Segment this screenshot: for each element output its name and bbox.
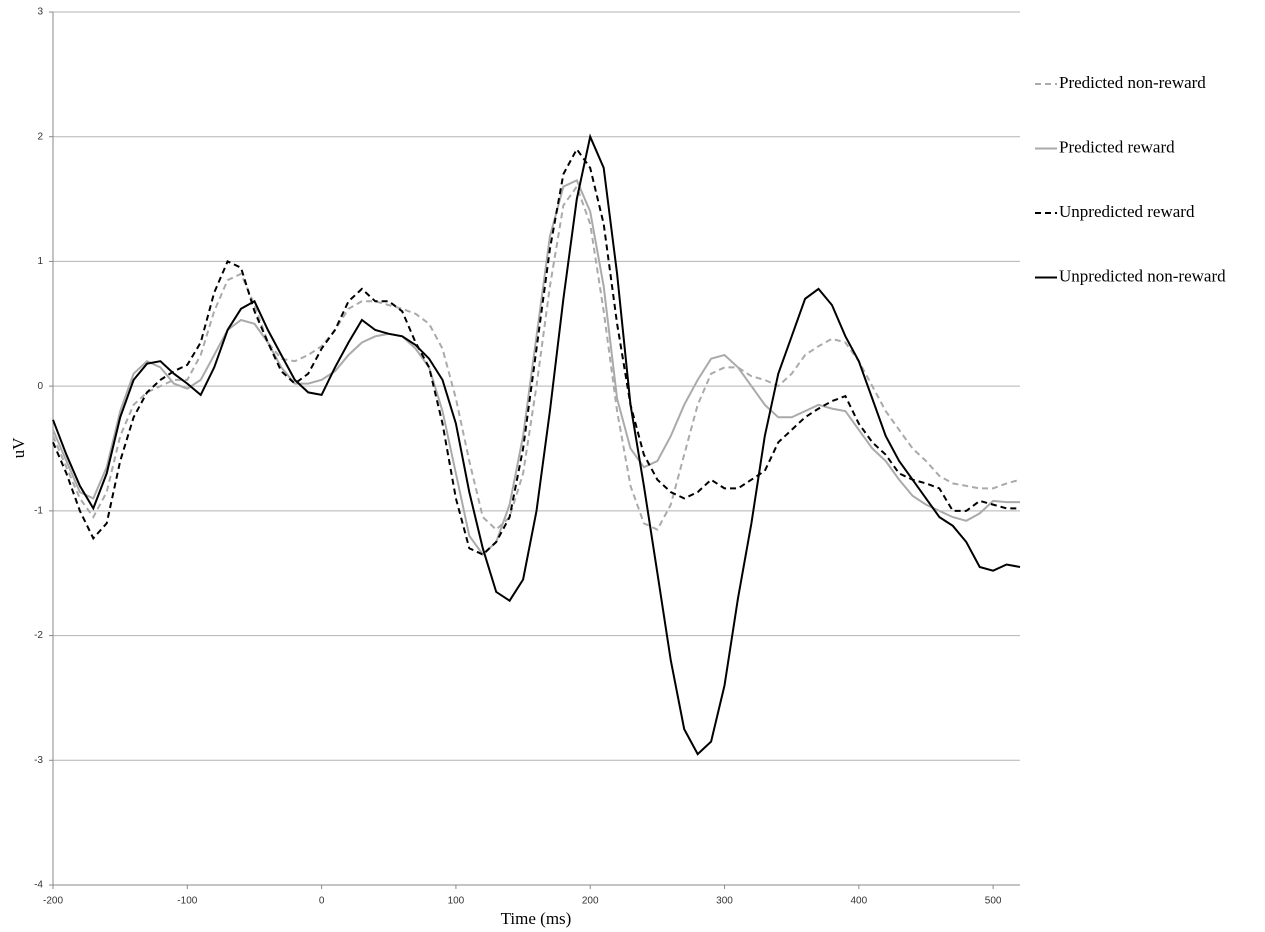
x-tick-label: 500 [985, 896, 1002, 907]
y-axis-label: uV [9, 437, 28, 459]
y-tick-label: -3 [34, 755, 43, 766]
y-tick-label: -4 [34, 880, 43, 891]
x-tick-label: 300 [716, 896, 733, 907]
y-tick-label: -2 [34, 630, 43, 641]
x-tick-label: 400 [850, 896, 867, 907]
y-tick-label: 3 [37, 7, 43, 18]
legend-label: Predicted reward [1059, 137, 1175, 156]
y-tick-label: -1 [34, 505, 43, 516]
x-tick-label: 0 [319, 896, 325, 907]
data-line [52, 133, 1021, 756]
x-tick-label: 100 [448, 896, 465, 907]
legend-label: Unpredicted non-reward [1059, 266, 1226, 285]
y-tick-label: 2 [37, 131, 43, 142]
x-tick-label: -100 [177, 896, 197, 907]
data-line [52, 179, 1020, 557]
x-tick-label: -200 [43, 896, 63, 907]
legend-label: Unpredicted reward [1059, 202, 1195, 221]
y-tick-label: 1 [37, 256, 43, 267]
data-line [52, 184, 1021, 531]
y-tick-label: 0 [37, 381, 43, 392]
legend-label: Predicted non-reward [1059, 73, 1206, 92]
x-tick-label: 200 [582, 896, 599, 907]
data-line [52, 147, 1020, 556]
x-axis-label: Time (ms) [501, 909, 572, 928]
